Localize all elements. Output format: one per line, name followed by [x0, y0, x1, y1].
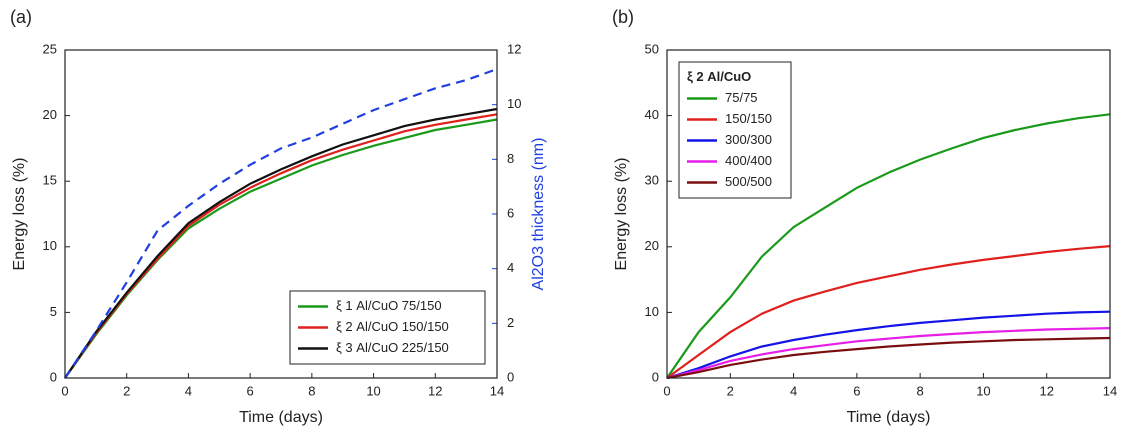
y-tick-label: 25	[43, 41, 57, 56]
x-tick-label: 0	[663, 383, 670, 398]
legend-label: ξ 2 Al/CuO 150/150	[336, 319, 449, 334]
data-line	[666, 327, 1111, 380]
data-line	[64, 107, 498, 379]
y-tick-label: 10	[43, 238, 57, 253]
y-tick-label: 20	[645, 238, 659, 253]
y2-tick-label: 10	[507, 96, 521, 111]
x-tick-label: 8	[308, 383, 315, 398]
plot-frame	[666, 49, 1111, 379]
x-tick-label: 10	[976, 383, 990, 398]
y-tick-label: 40	[645, 107, 659, 122]
y-axis-title: Energy loss (%)	[11, 158, 28, 271]
x-tick-label: 6	[853, 383, 860, 398]
data-line	[666, 245, 1111, 379]
data-line	[666, 336, 1111, 380]
y2-tick-label: 6	[507, 205, 514, 220]
panel-label: (b)	[612, 7, 634, 27]
y2-axis-title: Al2O3 thickness (nm)	[530, 138, 547, 291]
y-tick-label: 0	[652, 369, 659, 384]
panel-label: (a)	[10, 7, 32, 27]
y2-tick-label: 0	[507, 369, 514, 384]
y-tick-label: 15	[43, 173, 57, 188]
y-tick-label: 20	[43, 107, 57, 122]
x-tick-label: 4	[790, 383, 797, 398]
x-tick-label: 6	[247, 383, 254, 398]
legend-label: ξ 3 Al/CuO 225/150	[336, 340, 449, 355]
y-tick-label: 10	[645, 304, 659, 319]
x-tick-label: 14	[490, 383, 504, 398]
y2-tick-label: 2	[507, 315, 514, 330]
plot-frame	[64, 49, 498, 379]
legend-label: 500/500	[725, 174, 772, 189]
y-tick-label: 0	[50, 369, 57, 384]
y-tick-label: 50	[645, 41, 659, 56]
x-tick-label: 10	[366, 383, 380, 398]
x-tick-label: 0	[61, 383, 68, 398]
x-tick-label: 4	[185, 383, 192, 398]
data-line	[64, 68, 498, 379]
y-axis-title: Energy loss (%)	[613, 158, 630, 271]
y2-tick-label: 4	[507, 260, 514, 275]
x-tick-label: 12	[428, 383, 442, 398]
y-tick-label: 5	[50, 304, 57, 319]
legend-box	[678, 61, 792, 199]
legend-label: ξ 1 Al/CuO 75/150	[336, 298, 442, 313]
legend-label: 300/300	[725, 132, 772, 147]
data-line	[666, 113, 1111, 379]
legend-label: 75/75	[725, 90, 758, 105]
x-axis-title: Time (days)	[239, 409, 323, 426]
y2-tick-label: 8	[507, 151, 514, 166]
y-tick-label: 30	[645, 173, 659, 188]
x-tick-label: 12	[1039, 383, 1053, 398]
x-tick-label: 8	[917, 383, 924, 398]
legend-label: 400/400	[725, 153, 772, 168]
legend-label: 150/150	[725, 111, 772, 126]
x-axis-title: Time (days)	[847, 409, 931, 426]
y2-tick-label: 12	[507, 41, 521, 56]
data-line	[666, 310, 1111, 380]
x-tick-label: 2	[727, 383, 734, 398]
legend-title: ξ 2 Al/CuO	[687, 69, 751, 84]
x-tick-label: 14	[1103, 383, 1117, 398]
x-tick-label: 2	[123, 383, 130, 398]
data-line	[64, 113, 498, 379]
